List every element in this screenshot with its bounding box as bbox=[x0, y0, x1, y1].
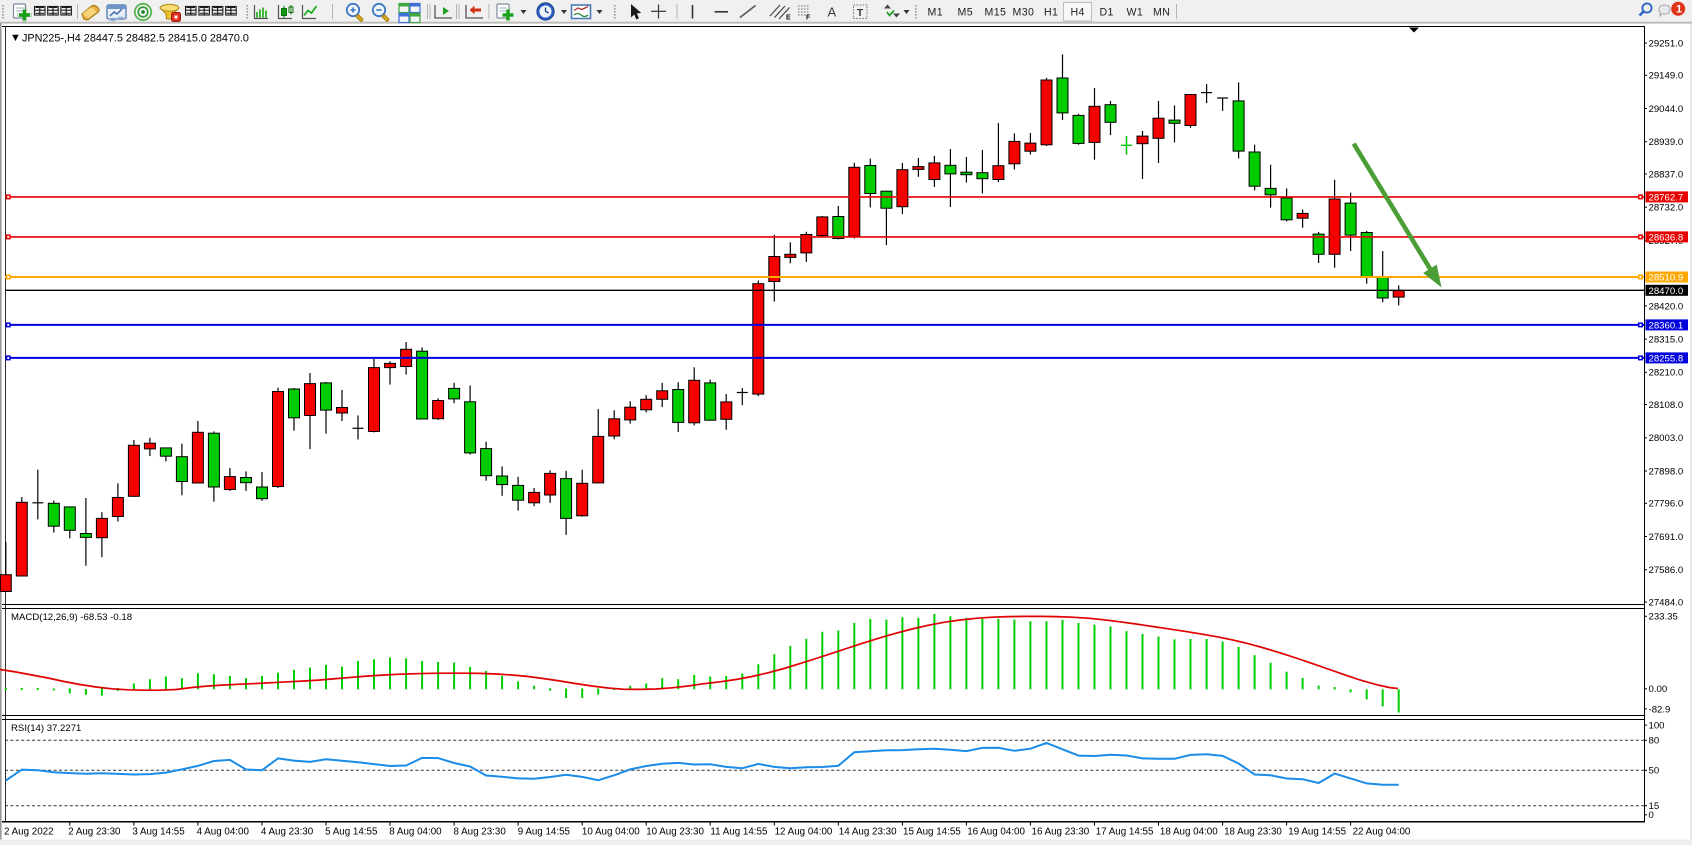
svg-text:2 Aug 23:30: 2 Aug 23:30 bbox=[68, 827, 121, 838]
svg-text:RSI(14) 37.2271: RSI(14) 37.2271 bbox=[11, 723, 81, 734]
svg-text:28315.0: 28315.0 bbox=[1649, 335, 1684, 346]
svg-text:8 Aug 23:30: 8 Aug 23:30 bbox=[454, 827, 507, 838]
svg-text:T: T bbox=[857, 7, 864, 19]
svg-text:28420.0: 28420.0 bbox=[1649, 301, 1684, 312]
svg-text:E: E bbox=[786, 15, 791, 22]
svg-text:18 Aug 04:00: 18 Aug 04:00 bbox=[1160, 827, 1218, 838]
svg-text:27796.0: 27796.0 bbox=[1649, 499, 1684, 510]
svg-text:12 Aug 04:00: 12 Aug 04:00 bbox=[775, 827, 833, 838]
svg-text:14 Aug 23:30: 14 Aug 23:30 bbox=[839, 827, 897, 838]
svg-text:3 Aug 14:55: 3 Aug 14:55 bbox=[132, 827, 185, 838]
svg-text:-82.9: -82.9 bbox=[1649, 704, 1671, 715]
svg-text:JPN225-,H4 28447.5 28482.5 28: JPN225-,H4 28447.5 28482.5 28415.0 28470… bbox=[22, 32, 249, 44]
svg-text:28108.0: 28108.0 bbox=[1649, 400, 1684, 411]
svg-text:M30: M30 bbox=[1013, 7, 1035, 19]
svg-text:F: F bbox=[806, 15, 811, 22]
svg-text:233.35: 233.35 bbox=[1649, 612, 1678, 623]
svg-text:22 Aug 04:00: 22 Aug 04:00 bbox=[1353, 827, 1411, 838]
svg-text:28510.9: 28510.9 bbox=[1649, 273, 1684, 284]
svg-text:11 Aug 14:55: 11 Aug 14:55 bbox=[710, 827, 768, 838]
svg-text:5 Aug 14:55: 5 Aug 14:55 bbox=[325, 827, 378, 838]
svg-text:H1: H1 bbox=[1044, 7, 1058, 19]
svg-text:10 Aug 04:00: 10 Aug 04:00 bbox=[582, 827, 640, 838]
svg-text:9 Aug 14:55: 9 Aug 14:55 bbox=[518, 827, 571, 838]
svg-text:28762.7: 28762.7 bbox=[1649, 193, 1684, 204]
svg-text:0: 0 bbox=[1649, 810, 1654, 821]
svg-text:27691.0: 27691.0 bbox=[1649, 532, 1684, 543]
svg-text:28636.8: 28636.8 bbox=[1649, 233, 1684, 244]
svg-text:80: 80 bbox=[1649, 736, 1660, 747]
svg-text:4 Aug 04:00: 4 Aug 04:00 bbox=[197, 827, 250, 838]
svg-text:19 Aug 14:55: 19 Aug 14:55 bbox=[1288, 827, 1346, 838]
svg-text:27586.0: 27586.0 bbox=[1649, 565, 1684, 576]
svg-text:18 Aug 23:30: 18 Aug 23:30 bbox=[1224, 827, 1282, 838]
svg-text:A: A bbox=[828, 5, 837, 20]
svg-text:10 Aug 23:30: 10 Aug 23:30 bbox=[646, 827, 704, 838]
svg-text:MACD(12,26,9) -68.53 -0.18: MACD(12,26,9) -68.53 -0.18 bbox=[11, 612, 132, 623]
svg-text:17 Aug 14:55: 17 Aug 14:55 bbox=[1096, 827, 1154, 838]
svg-text:15 Aug 14:55: 15 Aug 14:55 bbox=[903, 827, 961, 838]
svg-text:29149.0: 29149.0 bbox=[1649, 71, 1684, 82]
svg-text:MN: MN bbox=[1153, 7, 1170, 19]
svg-text:100: 100 bbox=[1649, 721, 1665, 732]
svg-text:28732.0: 28732.0 bbox=[1649, 203, 1684, 214]
svg-text:28210.0: 28210.0 bbox=[1649, 368, 1684, 379]
svg-text:50: 50 bbox=[1649, 766, 1660, 777]
svg-text:16 Aug 23:30: 16 Aug 23:30 bbox=[1032, 827, 1090, 838]
svg-text:M15: M15 bbox=[985, 7, 1007, 19]
svg-text:29044.0: 29044.0 bbox=[1649, 104, 1684, 115]
svg-text:28003.0: 28003.0 bbox=[1649, 433, 1684, 444]
svg-text:4 Aug 23:30: 4 Aug 23:30 bbox=[261, 827, 314, 838]
svg-text:28360.1: 28360.1 bbox=[1649, 321, 1684, 332]
svg-text:16 Aug 04:00: 16 Aug 04:00 bbox=[967, 827, 1025, 838]
svg-text:W1: W1 bbox=[1127, 7, 1144, 19]
svg-text:M1: M1 bbox=[928, 7, 944, 19]
svg-text:D1: D1 bbox=[1100, 7, 1114, 19]
svg-text:▼: ▼ bbox=[10, 32, 21, 44]
svg-text:28939.0: 28939.0 bbox=[1649, 137, 1684, 148]
svg-text:2 Aug 2022: 2 Aug 2022 bbox=[4, 827, 54, 838]
svg-text:1: 1 bbox=[1676, 4, 1682, 16]
svg-text:8 Aug 04:00: 8 Aug 04:00 bbox=[389, 827, 442, 838]
svg-text:H4: H4 bbox=[1071, 7, 1085, 19]
svg-text:28837.0: 28837.0 bbox=[1649, 169, 1684, 180]
svg-text:27898.0: 27898.0 bbox=[1649, 466, 1684, 477]
svg-text:M5: M5 bbox=[958, 7, 974, 19]
svg-text:29251.0: 29251.0 bbox=[1649, 38, 1684, 49]
svg-text:0.00: 0.00 bbox=[1649, 684, 1668, 695]
svg-text:27484.0: 27484.0 bbox=[1649, 597, 1684, 608]
svg-text:15: 15 bbox=[1649, 801, 1660, 812]
svg-text:28470.0: 28470.0 bbox=[1649, 286, 1684, 297]
svg-text:28255.8: 28255.8 bbox=[1649, 354, 1684, 365]
